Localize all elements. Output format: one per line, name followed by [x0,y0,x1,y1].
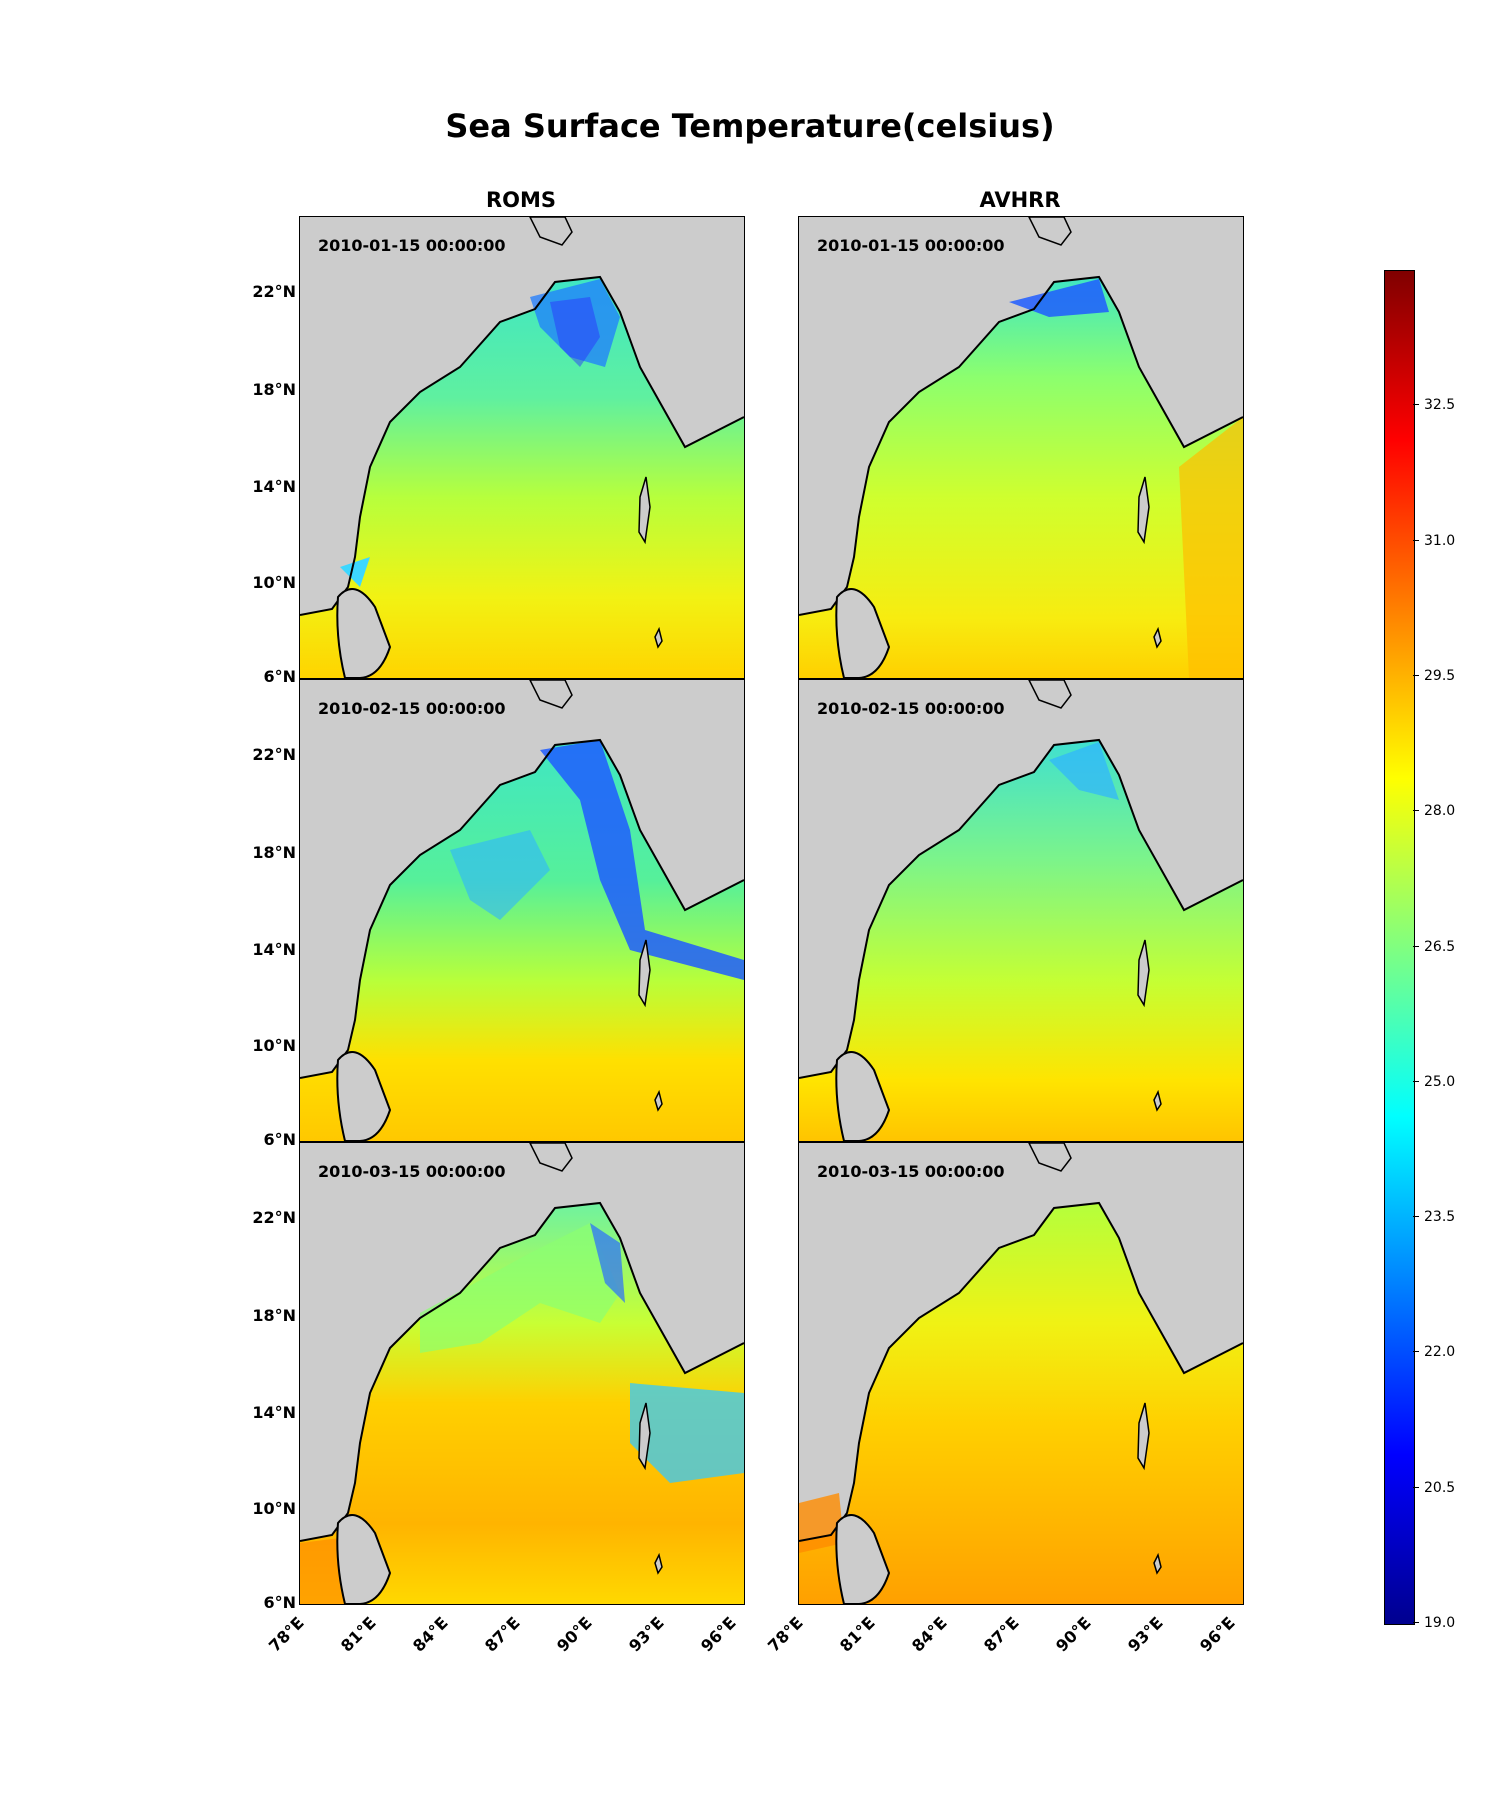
longitude-tick-label: 87°E [980,1613,1023,1656]
map-panel-roms-feb: 2010-02-15 00:00:00 [299,679,745,1142]
latitude-tick-label: 6°N [263,667,296,686]
panel-date: 2010-01-15 00:00:00 [318,236,506,255]
longitude-tick-label: 90°E [553,1613,596,1656]
colorbar-tick-label: 31.0 [1412,533,1455,549]
sst-map-avhrr-mar [799,1143,1243,1604]
longitude-tick-label: 84°E [409,1613,452,1656]
latitude-tick-label: 6°N [263,1130,296,1149]
colorbar-tick-label: 20.5 [1412,1480,1455,1496]
panel-date: 2010-01-15 00:00:00 [817,236,1005,255]
latitude-tick-label: 18°N [252,843,296,862]
latitude-tick-label: 10°N [252,1036,296,1055]
colorbar-tick-text: 31.0 [1424,532,1456,549]
latitude-tick-label: 18°N [252,1306,296,1325]
colorbar-tick-text: 28.0 [1424,803,1456,820]
colorbar-tick-text: 20.5 [1424,1479,1456,1496]
colorbar-tick-text: 25.0 [1424,1073,1456,1090]
colorbar-tick-label: 23.5 [1412,1209,1455,1225]
longitude-tick-label: 93°E [625,1613,668,1656]
colorbar-tick-label: 26.5 [1412,939,1455,955]
colorbar-tick-label: 28.0 [1412,803,1455,819]
map-panel-roms-jan: 2010-01-15 00:00:00 [299,216,745,679]
colorbar-tick-text: 22.0 [1424,1344,1456,1361]
longitude-tick-label: 87°E [481,1613,524,1656]
longitude-tick-label: 78°E [764,1613,807,1656]
latitude-tick-label: 22°N [252,1208,296,1227]
longitude-tick-label: 90°E [1052,1613,1095,1656]
column-title-avhrr: AVHRR [979,188,1061,212]
colorbar-tick-label: 32.5 [1412,397,1455,413]
latitude-tick-label: 14°N [252,477,296,496]
longitude-tick-label: 81°E [337,1613,380,1656]
latitude-tick-label: 22°N [252,745,296,764]
latitude-tick-label: 10°N [252,1499,296,1518]
colorbar-tick-label: 22.0 [1412,1344,1455,1360]
colorbar-tick-label: 29.5 [1412,668,1455,684]
sst-map-roms-mar [300,1143,744,1604]
column-title-roms: ROMS [485,188,557,212]
sst-map-roms-jan [300,217,744,678]
latitude-tick-label: 10°N [252,573,296,592]
colorbar-tick-text: 29.5 [1424,667,1456,684]
latitude-tick-label: 6°N [263,1593,296,1612]
panel-date: 2010-02-15 00:00:00 [318,699,506,718]
longitude-tick-label: 81°E [836,1613,879,1656]
colorbar-tick-label: 25.0 [1412,1074,1455,1090]
longitude-tick-label: 84°E [908,1613,951,1656]
longitude-tick-label: 96°E [1196,1613,1239,1656]
longitude-tick-label: 93°E [1124,1613,1167,1656]
latitude-tick-label: 18°N [252,380,296,399]
panel-date: 2010-02-15 00:00:00 [817,699,1005,718]
latitude-tick-label: 14°N [252,940,296,959]
panel-date: 2010-03-15 00:00:00 [817,1162,1005,1181]
longitude-tick-label: 78°E [265,1613,308,1656]
latitude-tick-label: 22°N [252,282,296,301]
colorbar [1384,270,1415,1625]
colorbar-tick-text: 26.5 [1424,938,1456,955]
map-panel-avhrr-mar: 2010-03-15 00:00:00 [798,1142,1244,1605]
figure-title: Sea Surface Temperature(celsius) [445,107,1055,145]
latitude-tick-label: 14°N [252,1403,296,1422]
map-panel-roms-mar: 2010-03-15 00:00:00 [299,1142,745,1605]
colorbar-tick-text: 32.5 [1424,397,1456,414]
colorbar-tick-text: 23.5 [1424,1209,1456,1226]
sst-map-avhrr-jan [799,217,1243,678]
panel-date: 2010-03-15 00:00:00 [318,1162,506,1181]
colorbar-tick-text: 19.0 [1424,1615,1456,1631]
map-panel-avhrr-feb: 2010-02-15 00:00:00 [798,679,1244,1142]
longitude-tick-label: 96°E [697,1613,740,1656]
sst-map-roms-feb [300,680,744,1141]
map-panel-avhrr-jan: 2010-01-15 00:00:00 [798,216,1244,679]
sst-map-avhrr-feb [799,680,1243,1141]
colorbar-tick-label: 19.0 [1412,1615,1455,1631]
